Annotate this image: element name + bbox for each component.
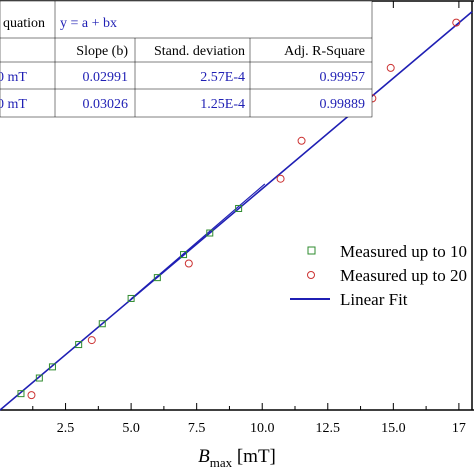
data-point-measured-10: [17, 390, 25, 398]
fit-table-box: [0, 0, 373, 118]
x-axis-title-sub: max: [210, 455, 233, 470]
x-axis-title-main: B: [198, 446, 210, 467]
fit-table-row2-slope: 0.03026: [83, 97, 129, 112]
legend-marker-circle: [307, 271, 315, 279]
x-tick-label: 10.0: [250, 421, 275, 436]
data-point-measured-10: [98, 320, 106, 328]
data-point-measured-20: [386, 63, 395, 72]
data-point-measured-10: [235, 204, 243, 212]
fit-table-col-slope: Slope (b): [76, 44, 128, 59]
fit-table-row1-rsquare: 0.99957: [320, 70, 366, 85]
x-axis-title: Bmax [mT]: [198, 446, 276, 470]
data-markers: [17, 18, 461, 400]
fit-table-equation: y = a + bx: [60, 16, 117, 31]
fit-table-row1-stddev: 2.57E-4: [200, 70, 245, 85]
data-point-measured-10: [180, 251, 188, 259]
legend-label-linear-fit: Linear Fit: [340, 290, 408, 309]
x-tick-label: 15.0: [381, 421, 406, 436]
fit-table: quation y = a + bx Slope (b) Stand. devi…: [0, 0, 373, 118]
data-point-measured-10: [75, 341, 83, 349]
data-point-measured-20: [87, 336, 96, 345]
data-point-measured-20: [276, 174, 285, 183]
x-tick-label: 5.0: [122, 421, 140, 436]
linear-fit-line-short: [130, 183, 266, 300]
data-point-measured-20: [184, 259, 193, 268]
x-tick-label: 7.5: [188, 421, 206, 436]
fit-table-row2-rsquare: 0.99889: [320, 97, 366, 112]
data-point-measured-10: [206, 229, 214, 237]
fit-table-row1-slope: 0.02991: [83, 70, 129, 85]
legend-label-measured-20: Measured up to 20: [340, 266, 467, 285]
x-tick-label: 2.5: [57, 421, 75, 436]
data-point-measured-10: [48, 363, 56, 371]
data-point-measured-20: [297, 136, 306, 145]
legend-marker-square: [307, 246, 316, 255]
fit-table-equation-label: quation: [3, 16, 45, 31]
legend: Measured up to 10 Measured up to 20 Line…: [290, 242, 467, 309]
fit-table-col-rsquare: Adj. R-Square: [284, 44, 365, 59]
legend-label-measured-10: Measured up to 10: [340, 242, 467, 261]
x-tick-label: 17: [452, 421, 466, 436]
data-point-measured-10: [35, 374, 43, 382]
x-tick-label: 12.5: [316, 421, 341, 436]
data-point-measured-20: [27, 391, 36, 400]
data-point-measured-10: [153, 274, 161, 282]
fit-table-row2-name: 0 mT: [0, 97, 27, 112]
x-axis-title-unit: [mT]: [232, 446, 276, 467]
x-ticks: 2.5 5.0 7.5 10.0 12.5 15.0 17: [32, 1, 466, 436]
fit-table-col-stddev: Stand. deviation: [154, 44, 245, 59]
data-point-measured-20: [452, 18, 461, 27]
fit-table-row2-stddev: 1.25E-4: [200, 97, 245, 112]
fit-table-row1-name: 0 mT: [0, 70, 27, 85]
data-point-measured-10: [127, 294, 135, 302]
